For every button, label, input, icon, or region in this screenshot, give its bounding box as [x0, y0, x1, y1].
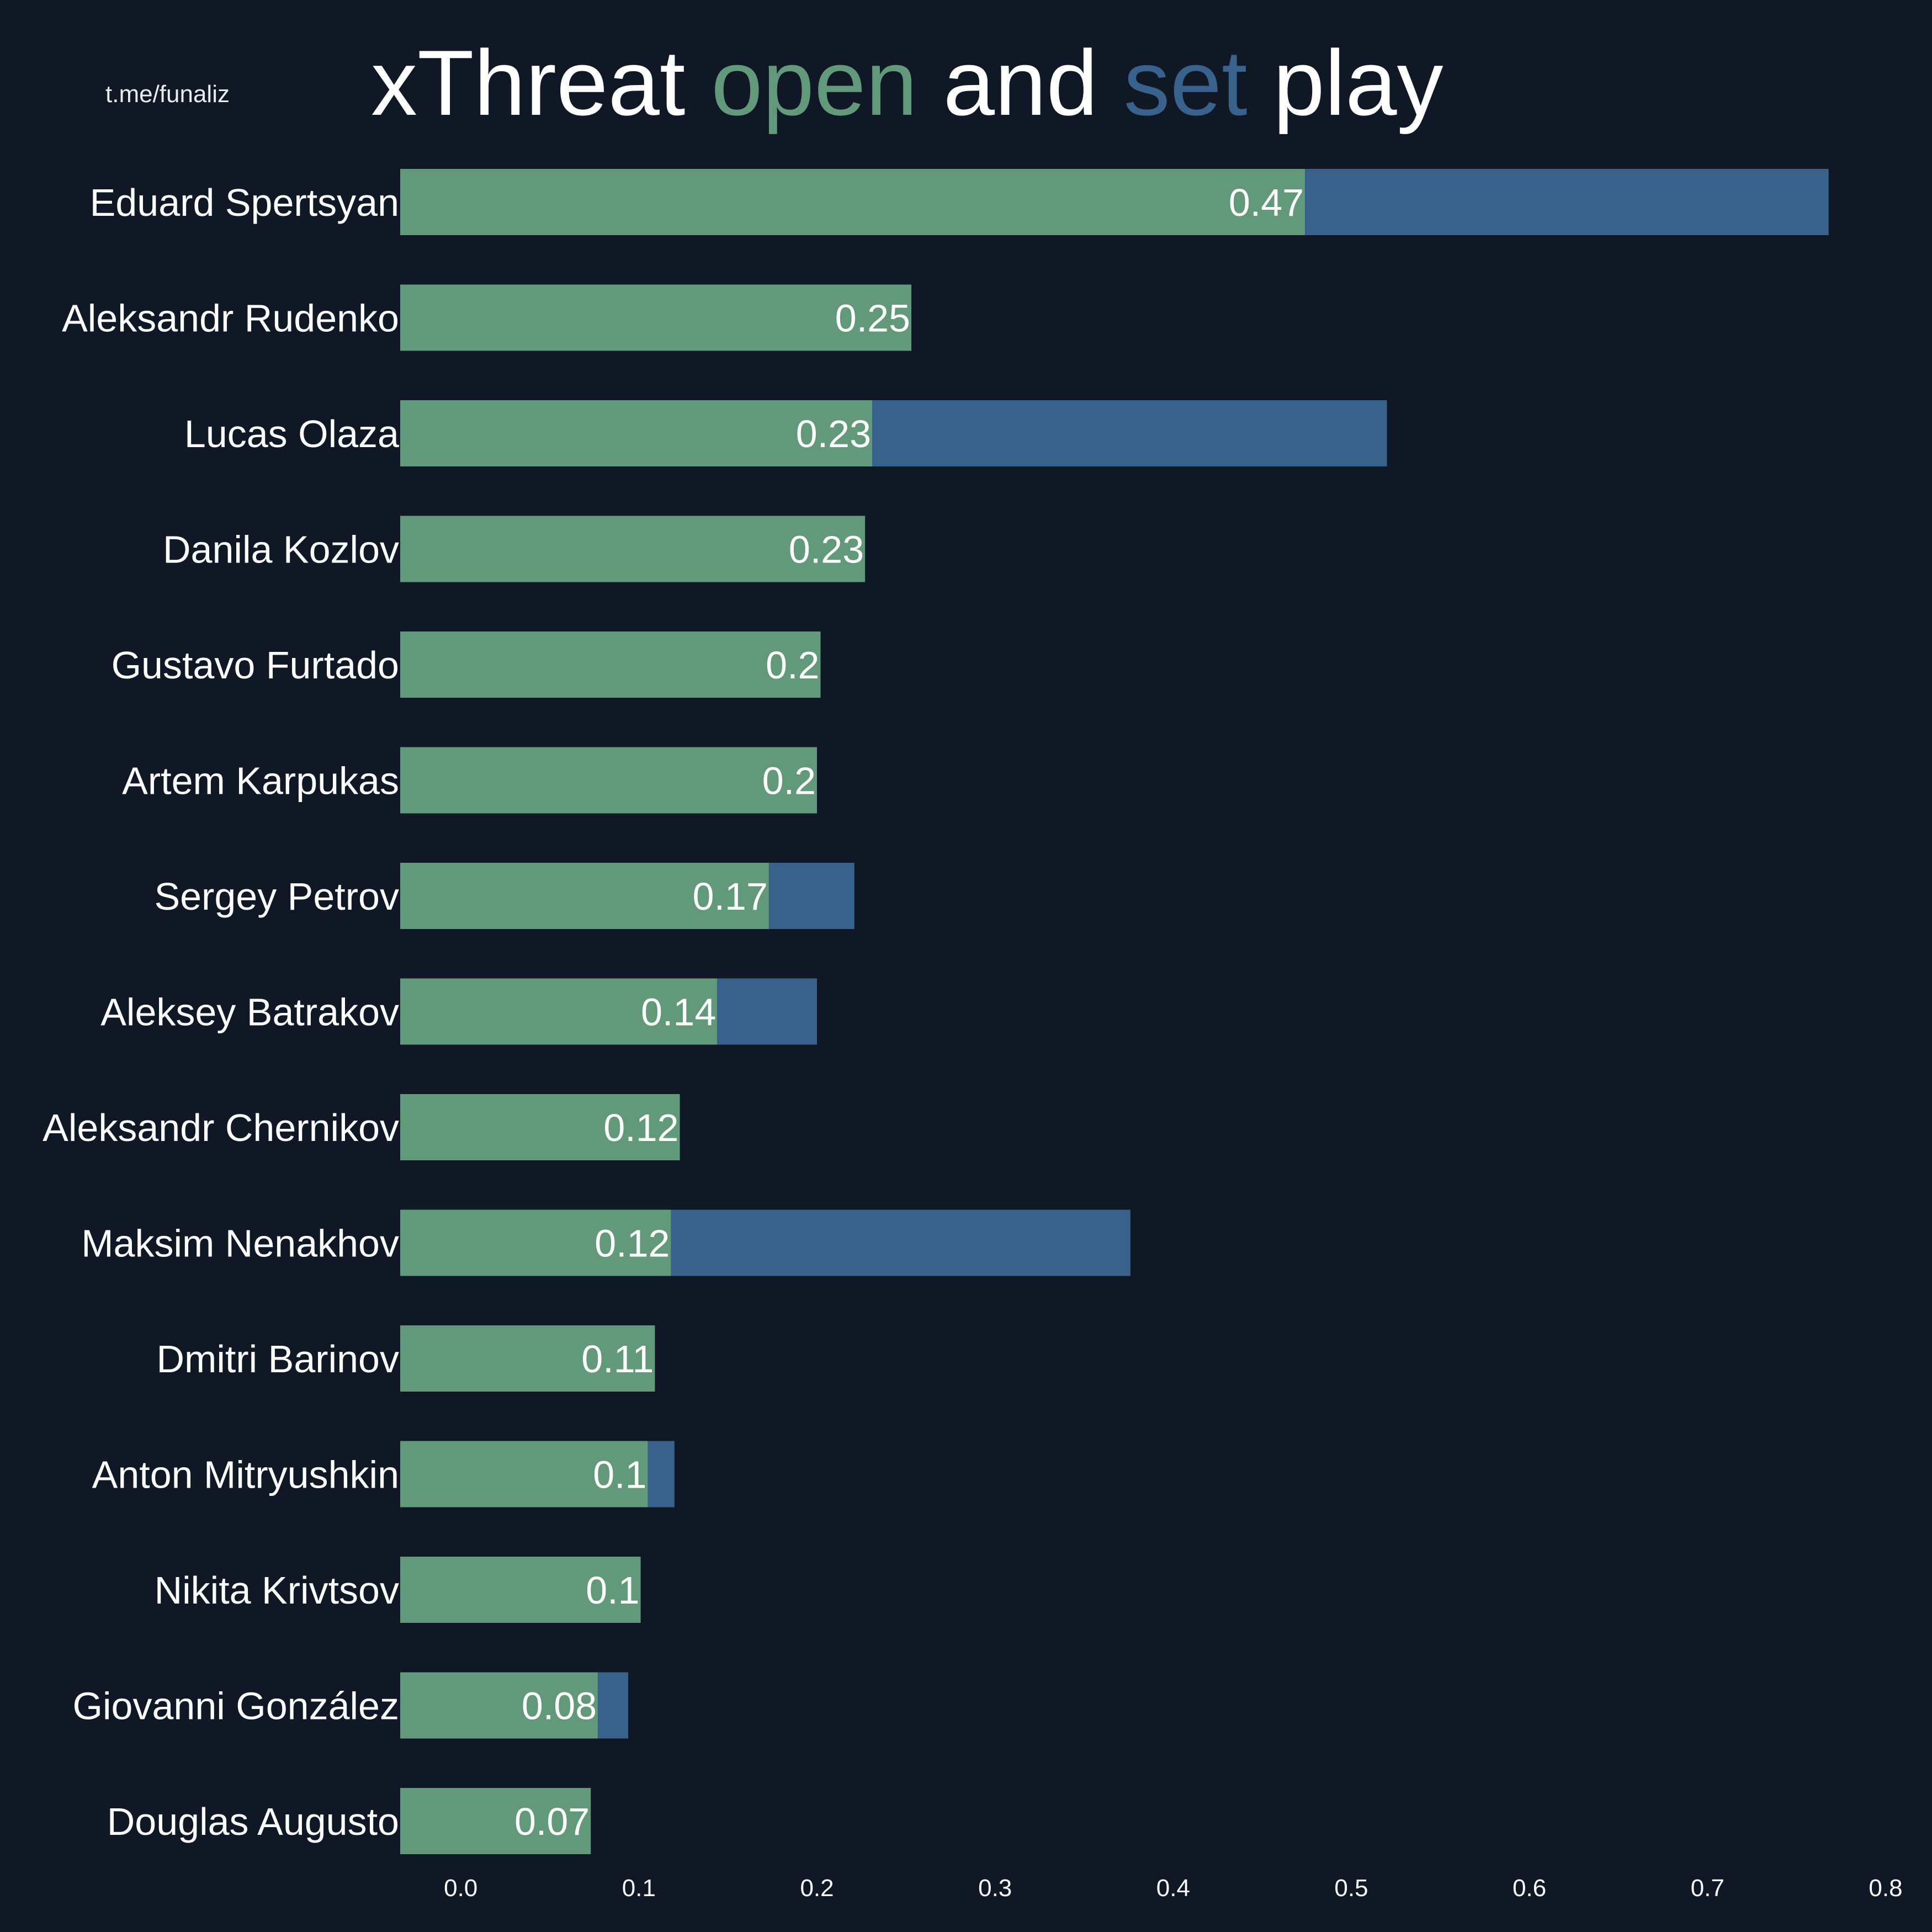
value-label-5: 0.2 [762, 760, 816, 803]
bar-set-0 [1305, 169, 1829, 235]
x-tick-label-5: 0.5 [1334, 1875, 1368, 1902]
title-part-3: play [1247, 31, 1443, 135]
value-label-4: 0.2 [766, 644, 819, 687]
x-tick-label-4: 0.4 [1156, 1875, 1190, 1902]
value-label-9: 0.12 [595, 1222, 670, 1265]
category-label-2: Lucas Olaza [184, 412, 399, 455]
bar-open-13 [400, 1672, 598, 1739]
bar-open-9 [400, 1209, 671, 1276]
category-label-8: Aleksandr Chernikov [43, 1106, 399, 1149]
bar-open-10 [400, 1325, 655, 1392]
bar-set-13 [598, 1672, 629, 1739]
bar-open-1 [400, 284, 912, 351]
value-label-3: 0.23 [789, 528, 864, 571]
category-label-13: Giovanni González [73, 1685, 399, 1728]
bar-open-12 [400, 1557, 641, 1623]
title-part-1: xThreat [371, 31, 712, 135]
bar-open-3 [400, 516, 866, 582]
x-tick-label-1: 0.1 [622, 1875, 656, 1902]
category-label-3: Danila Kozlov [163, 528, 399, 571]
title-open: open [711, 31, 917, 135]
category-label-1: Aleksandr Rudenko [62, 297, 399, 340]
category-label-0: Eduard Spertsyan [90, 181, 399, 224]
bar-set-7 [717, 978, 818, 1045]
bar-open-11 [400, 1441, 648, 1508]
title-set: set [1123, 31, 1248, 135]
value-label-1: 0.25 [835, 297, 910, 340]
value-label-13: 0.08 [522, 1685, 597, 1728]
bar-open-8 [400, 1094, 680, 1160]
bar-open-0 [400, 169, 1305, 235]
value-label-7: 0.14 [641, 991, 716, 1034]
chart-title: xThreat open and set play [371, 28, 1443, 138]
category-label-6: Sergey Petrov [154, 875, 399, 918]
value-label-11: 0.1 [593, 1453, 646, 1496]
value-label-0: 0.47 [1229, 181, 1304, 224]
x-tick-label-8: 0.8 [1869, 1875, 1902, 1902]
category-label-9: Maksim Nenakhov [81, 1222, 399, 1265]
x-tick-label-2: 0.2 [800, 1875, 834, 1902]
value-label-12: 0.1 [586, 1569, 639, 1612]
bar-set-6 [768, 863, 854, 929]
x-tick-label-7: 0.7 [1691, 1875, 1724, 1902]
value-label-10: 0.11 [581, 1337, 654, 1381]
value-label-14: 0.07 [514, 1800, 590, 1843]
category-label-10: Dmitri Barinov [156, 1337, 399, 1381]
bar-open-5 [400, 747, 818, 814]
bar-open-7 [400, 978, 718, 1045]
value-label-6: 0.17 [693, 875, 768, 918]
bar-open-6 [400, 863, 769, 929]
category-label-12: Nikita Krivtsov [155, 1569, 399, 1612]
bar-set-9 [671, 1209, 1130, 1276]
bar-open-2 [400, 400, 873, 466]
bar-set-2 [872, 400, 1387, 466]
category-label-11: Anton Mitryushkin [92, 1453, 399, 1496]
bar-set-11 [647, 1441, 675, 1508]
x-tick-label-3: 0.3 [978, 1875, 1012, 1902]
title-part-2: and [917, 31, 1124, 135]
category-label-14: Douglas Augusto [107, 1800, 399, 1843]
x-tick-label-6: 0.6 [1512, 1875, 1546, 1902]
value-label-2: 0.23 [796, 412, 871, 455]
category-label-7: Aleksey Batrakov [100, 991, 399, 1034]
bar-open-4 [400, 631, 821, 698]
x-tick-label-0: 0.0 [444, 1875, 477, 1902]
watermark: t.me/funaliz [105, 81, 230, 108]
category-label-5: Artem Karpukas [122, 760, 399, 803]
value-label-8: 0.12 [603, 1106, 678, 1149]
bar-open-14 [400, 1788, 591, 1854]
category-label-4: Gustavo Furtado [112, 644, 399, 687]
